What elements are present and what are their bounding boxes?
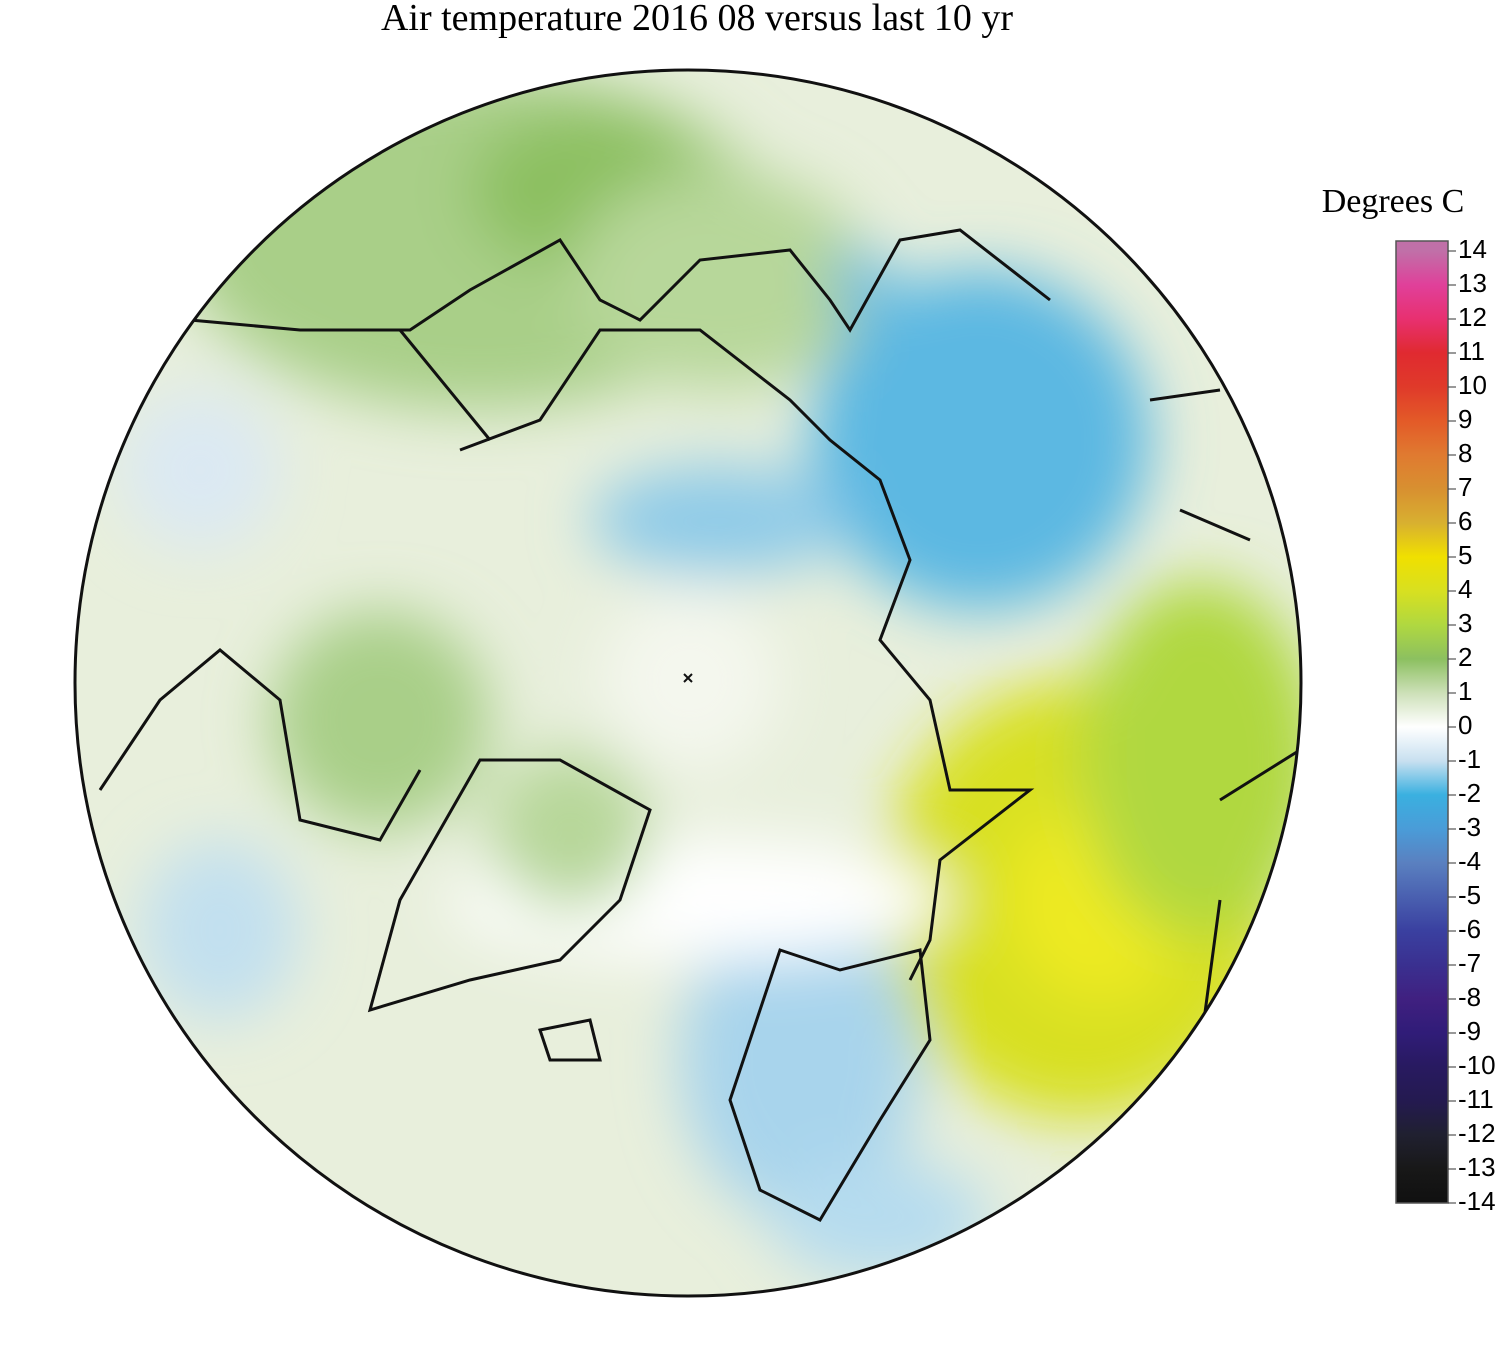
colorbar-tick-label: -8 xyxy=(1458,982,1481,1012)
colorbar: 14131211109876543210-1-2-3-4-5-6-7-8-9-1… xyxy=(1395,234,1496,1216)
colorbar-tick-label: -1 xyxy=(1458,744,1481,774)
colorbar-bar xyxy=(1395,240,1449,1204)
colorbar-tick-label: -2 xyxy=(1458,778,1481,808)
colorbar-tick-label: -7 xyxy=(1458,948,1481,978)
colorbar-tick-label: 8 xyxy=(1458,438,1472,468)
colorbar-tick-label: 12 xyxy=(1458,302,1487,332)
map xyxy=(75,70,1301,1296)
colorbar-tick-label: 4 xyxy=(1458,574,1472,604)
colorbar-tick-label: 14 xyxy=(1458,234,1487,264)
colorbar-tick-label: -11 xyxy=(1458,1084,1494,1114)
colorbar-tick-label: 6 xyxy=(1458,506,1472,536)
colorbar-tick-label: 1 xyxy=(1458,676,1472,706)
colorbar-tick-label: 11 xyxy=(1458,336,1485,366)
colorbar-tick-label: -12 xyxy=(1458,1118,1496,1148)
colorbar-tick-label: 3 xyxy=(1458,608,1472,638)
colorbar-tick-label: -14 xyxy=(1458,1186,1496,1216)
map-title: Air temperature 2016 08 versus last 10 y… xyxy=(381,0,1013,39)
colorbar-tick-label: 10 xyxy=(1458,370,1487,400)
colorbar-tick-label: 5 xyxy=(1458,540,1472,570)
colorbar-tick-label: 13 xyxy=(1458,268,1487,298)
colorbar-tick-label: -4 xyxy=(1458,846,1481,876)
colorbar-tick-label: -9 xyxy=(1458,1016,1481,1046)
colorbar-tick-label: -13 xyxy=(1458,1152,1496,1182)
colorbar-tick-label: 2 xyxy=(1458,642,1472,672)
colorbar-tick-label: 0 xyxy=(1458,710,1472,740)
colorbar-tick-label: 9 xyxy=(1458,404,1472,434)
colorbar-tick-label: -5 xyxy=(1458,880,1481,910)
colorbar-label: Degrees C xyxy=(1322,183,1465,220)
colorbar-tick-label: -3 xyxy=(1458,812,1481,842)
colorbar-tick-label: 7 xyxy=(1458,472,1472,502)
colorbar-tick-label: -6 xyxy=(1458,914,1481,944)
colorbar-tick-label: -10 xyxy=(1458,1050,1496,1080)
